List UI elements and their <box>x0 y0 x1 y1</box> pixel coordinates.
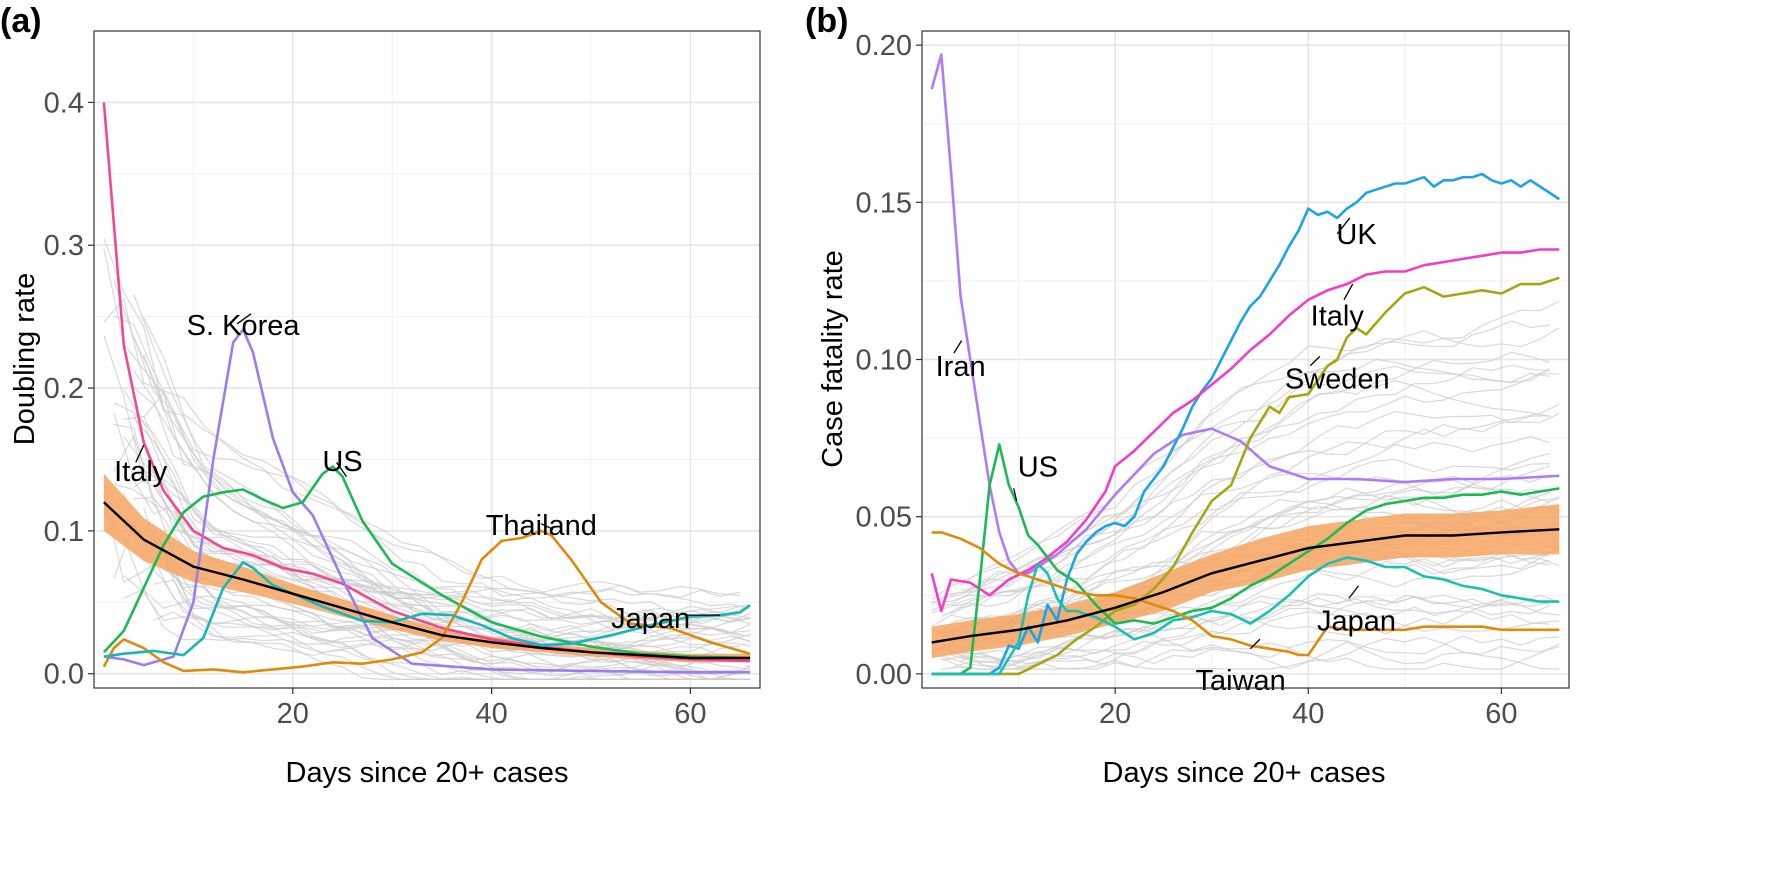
panel-a-tag: (a) <box>0 2 42 40</box>
panel-a-y-axis-title: Doubling rate <box>9 273 41 446</box>
panel-b-label-us: US <box>1018 451 1058 483</box>
panel-a-label-leader-italy <box>135 444 145 463</box>
panel-b-label-italy: Italy <box>1311 300 1365 332</box>
panel-b-label-uk: UK <box>1336 219 1377 251</box>
panel-b-label-leader-japan <box>1348 585 1359 599</box>
panel-a-x-tick-label: 60 <box>674 698 706 730</box>
panel-b-background-line <box>931 452 1550 633</box>
panel-a-background-line <box>143 317 741 637</box>
panel-b-background-line <box>950 458 1550 614</box>
panel-b-background-line <box>941 635 1560 670</box>
panel-a-label-leader-thailand <box>541 523 554 531</box>
panel-b-background-line <box>931 358 1551 605</box>
panel-a-series-s-korea <box>103 328 751 674</box>
panel-a-background-line <box>133 336 751 623</box>
panel-b-x-tick-label: 20 <box>1099 698 1131 730</box>
panel-b-label-japan: Japan <box>1317 605 1396 637</box>
panel-a-y-tick-label: 0.0 <box>44 659 84 691</box>
panel-b-series-uk <box>931 172 1561 676</box>
panel-a-background-line <box>153 530 751 662</box>
panel-b-background-line <box>950 592 1550 669</box>
panel-a-label-italy: Italy <box>114 456 168 488</box>
panel-b-x-tick-label: 40 <box>1292 698 1324 730</box>
panel-b-background-line <box>941 636 1560 670</box>
panel-b-label-iran: Iran <box>936 351 986 383</box>
panel-a-label-thailand: Thailand <box>486 510 597 542</box>
panel-b-y-tick-label: 0.00 <box>856 659 912 691</box>
panel-a-trend-band <box>103 473 751 663</box>
panel-b-y-tick-label: 0.15 <box>856 187 912 219</box>
panel-a-label-leader-s-korea <box>236 313 252 325</box>
panel-b-background-line <box>931 365 1550 600</box>
panel-a-x-tick-label: 40 <box>475 698 507 730</box>
panel-b-trend-layer <box>931 528 1560 644</box>
panel-b-label-leader-italy <box>1343 283 1354 301</box>
panel-a-x-tick-label: 20 <box>277 698 309 730</box>
panel-a-background-line <box>123 415 741 669</box>
panel-b-label-leader-us <box>1013 488 1018 502</box>
panel-a-background-line <box>103 297 741 597</box>
panel-a-series-thailand <box>102 529 751 674</box>
panel-a-trend-line <box>103 501 751 660</box>
panel-a-y-tick-label: 0.3 <box>44 230 84 262</box>
panel-b-background-line <box>960 613 1560 663</box>
panel-a-y-tick-label: 0.4 <box>44 87 84 119</box>
panel-b-background-line <box>941 641 1560 670</box>
panel-b-background-line <box>931 559 1550 668</box>
panel-b-label-leader-iran <box>953 340 963 354</box>
panel-b-label-leader-sweden <box>1309 355 1321 367</box>
panel-a-labels-layer: Italy S. Korea US Thailand Japan <box>114 310 721 635</box>
panel-b-background-line <box>950 435 1550 634</box>
panel-b-trend-line <box>931 528 1560 644</box>
panel-a-y-tick-label: 0.1 <box>44 516 84 548</box>
panel-b-series-layer <box>930 53 1561 676</box>
panel-b-background-line <box>941 412 1560 636</box>
panel-b-y-axis-title: Case fatality rate <box>817 250 849 468</box>
panel-b-x-axis-title: Days since 20+ cases <box>1103 757 1386 789</box>
panel-b-y-tick-label: 0.20 <box>856 30 912 62</box>
panel-b-label-leader-taiwan <box>1249 638 1261 650</box>
panel-a-label-us: US <box>322 446 362 478</box>
panel-b-x-ticks: 20 40 60 <box>1099 688 1518 730</box>
panel-a-x-axis-title: Days since 20+ cases <box>286 757 569 789</box>
panel-b-band-layer <box>931 504 1560 659</box>
panel-b-series-us <box>931 443 1560 676</box>
panel-a-y-ticks: 0.0 0.1 0.2 0.3 0.4 <box>44 87 94 691</box>
panel-b-y-tick-label: 0.05 <box>856 502 912 534</box>
panel-b-trend-band <box>931 504 1560 659</box>
panel-b-series-japan <box>931 556 1560 676</box>
panel-a-background-line <box>113 413 751 624</box>
panel-a-label-japan: Japan <box>611 603 690 635</box>
panel-a-frame <box>93 30 761 689</box>
panel-a-series-us <box>102 465 751 660</box>
panel-b-background-line <box>941 599 1560 660</box>
panel-b-label-taiwan: Taiwan <box>1196 665 1286 697</box>
panel-a-label-s-korea: S. Korea <box>187 310 301 342</box>
panel-b-series-iran <box>930 53 1560 575</box>
panel-a-background-line <box>133 294 751 680</box>
panel-b-tag: (b) <box>805 2 848 40</box>
panel-a-trend-layer <box>103 501 751 660</box>
panel-b-label-sweden: Sweden <box>1285 363 1390 395</box>
panel-b-series-taiwan <box>931 531 1560 657</box>
panel-b-y-tick-label: 0.10 <box>856 345 912 377</box>
panel-b-x-tick-label: 60 <box>1485 698 1517 730</box>
panel-b-background-line <box>950 596 1550 665</box>
panel-a-background-line <box>113 402 751 634</box>
panel-a-x-ticks: 20 40 60 <box>277 688 707 730</box>
panel-b-label-leader-uk <box>1336 217 1351 235</box>
panel-b-labels-layer: UK Italy Iran Sweden US Japan Taiwan <box>936 217 1396 697</box>
panel-b-y-ticks: 0.00 0.05 0.10 0.15 0.20 <box>856 30 922 691</box>
panel-a-label-leader-us <box>336 461 348 477</box>
panel-a-band-layer <box>103 473 751 663</box>
panel-a-y-tick-label: 0.2 <box>44 373 84 405</box>
